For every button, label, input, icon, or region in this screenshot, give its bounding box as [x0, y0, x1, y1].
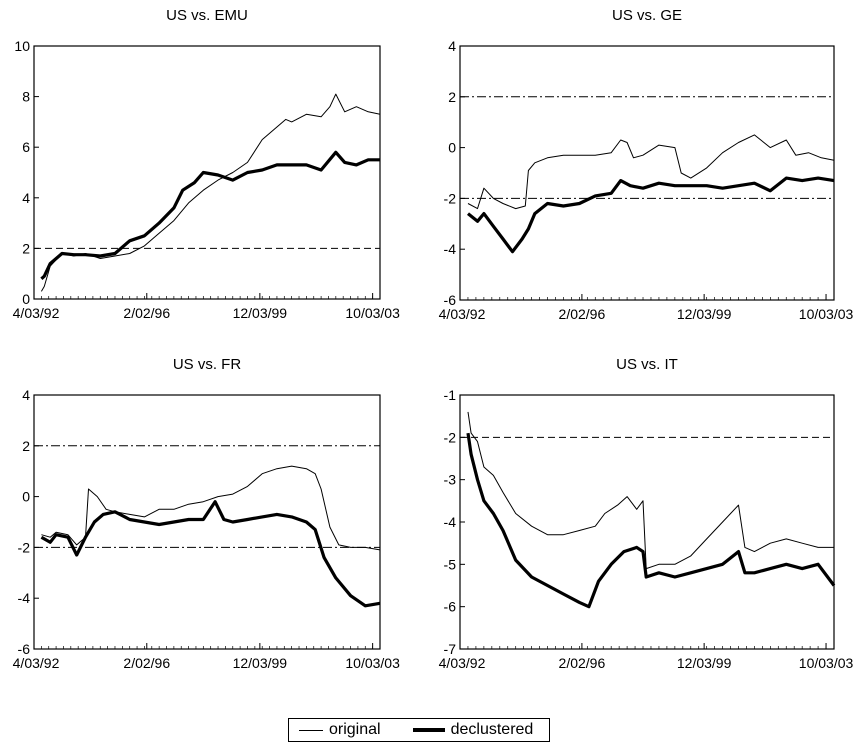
x-tick-label: 12/03/99: [233, 305, 288, 321]
y-tick-label: -4: [18, 590, 31, 606]
y-tick-label: 4: [448, 38, 456, 54]
y-tick-label: -2: [18, 539, 31, 555]
legend-line-original: [299, 729, 323, 731]
y-tick-label: -6: [444, 599, 457, 615]
x-tick-label: 4/03/92: [439, 306, 486, 322]
y-tick-label: -1: [444, 387, 457, 403]
x-tick-label: 4/03/92: [439, 655, 486, 671]
chart-title: US vs. FR: [173, 356, 242, 373]
x-tick-label: 12/03/99: [677, 306, 732, 322]
x-tick-label: 2/02/96: [559, 655, 606, 671]
chart-panel-2: US vs. GE -6 -4 -2 0 2 4 4/03/92 2/02/96 12/03/99…: [439, 7, 854, 322]
x-tick-label: 2/02/96: [123, 655, 170, 671]
x-tick-label: 12/03/99: [677, 655, 732, 671]
x-tick-label: 2/02/96: [123, 305, 170, 321]
chart-title: US vs. EMU: [166, 7, 248, 24]
x-tick-label: 2/02/96: [559, 306, 606, 322]
legend-item-original: original: [299, 721, 381, 739]
series-line-declustered: [40, 500, 381, 608]
y-tick-label: -6: [444, 292, 457, 308]
y-tick-label: -2: [444, 190, 457, 206]
series-line-declustered: [466, 176, 835, 254]
y-tick-label: -4: [444, 241, 457, 257]
legend-line-declustered: [412, 728, 445, 732]
y-tick-label: 0: [22, 489, 30, 505]
y-tick-label: 8: [22, 89, 30, 105]
y-tick-label: -6: [18, 641, 31, 657]
series-line-original: [467, 134, 835, 210]
x-tick-label: 12/03/99: [233, 655, 288, 671]
y-tick-label: -5: [444, 556, 457, 572]
y-tick-label: -2: [444, 429, 457, 445]
y-tick-label: -7: [444, 641, 457, 657]
y-tick-label: 0: [448, 140, 456, 156]
y-tick-label: 2: [22, 438, 30, 454]
x-tick-label: 10/03/03: [345, 305, 400, 321]
y-tick-label: -4: [444, 514, 457, 530]
x-tick-label: 10/03/03: [345, 655, 400, 671]
y-tick-label: 0: [22, 291, 30, 307]
y-tick-label: 2: [22, 240, 30, 256]
legend-label-declustered: declustered: [450, 721, 534, 738]
y-tick-label: 4: [22, 387, 30, 403]
series-line-declustered: [466, 432, 836, 609]
legend-item-declustered: declustered: [391, 721, 534, 739]
chart-title: US vs. IT: [616, 356, 678, 373]
legend: original declustered: [288, 718, 550, 742]
x-tick-label: 4/03/92: [13, 655, 60, 671]
y-tick-label: 6: [22, 139, 30, 155]
y-tick-label: 10: [14, 38, 30, 54]
series-line-declustered: [40, 150, 380, 280]
plot-frame: [459, 45, 835, 301]
x-tick-label: 10/03/03: [799, 306, 854, 322]
y-tick-label: 4: [22, 190, 30, 206]
y-tick-label: -3: [444, 472, 457, 488]
plot-frame: [33, 394, 381, 650]
x-tick-label: 10/03/03: [799, 655, 854, 671]
chart-panel-1: US vs. EMU 0 2 4 6 8 10 4/03/92 2/02/96 12/03/99 1…: [13, 7, 400, 321]
y-tick-label: 2: [448, 89, 456, 105]
plot-frame: [33, 45, 381, 300]
x-tick-label: 4/03/92: [13, 305, 60, 321]
chart-title: US vs. GE: [612, 7, 682, 24]
series-line-original: [467, 411, 834, 570]
chart-panel-3: US vs. FR -6 -4 -2 0 2 4 4/03/92 2/02/96 12/03/99…: [13, 356, 400, 671]
legend-label-original: original: [329, 721, 381, 738]
plot-frame: [459, 394, 835, 650]
series-line-original: [40, 93, 381, 292]
chart-panel-4: US vs. IT -7 -6 -5 -4 -3 -2 -1 4/03/92 2/02/96 12/…: [439, 356, 854, 671]
